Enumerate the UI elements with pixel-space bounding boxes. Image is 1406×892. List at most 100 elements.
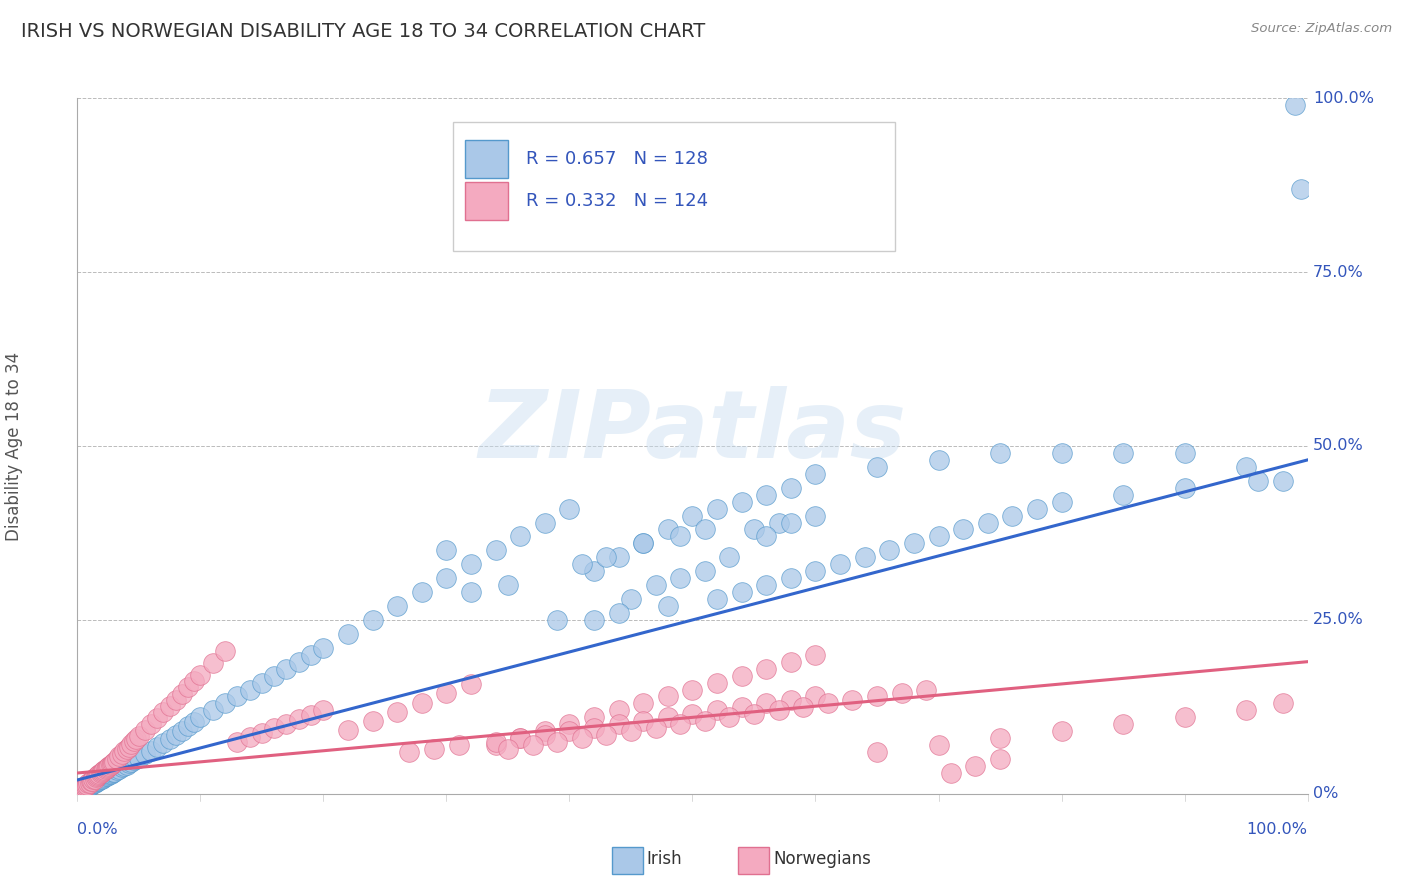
Point	[1050, 724, 1073, 739]
Text: Norwegians: Norwegians	[773, 850, 872, 868]
Point	[79, 779, 101, 793]
Point	[128, 729, 150, 743]
Point	[657, 690, 679, 704]
Point	[742, 706, 765, 721]
Point	[214, 697, 236, 711]
Point	[122, 734, 145, 748]
Point	[108, 762, 131, 776]
Text: 100.0%: 100.0%	[1247, 822, 1308, 838]
Point	[1112, 488, 1135, 502]
Point	[633, 714, 655, 728]
Point	[706, 703, 728, 717]
Point	[644, 721, 666, 735]
Point	[485, 735, 508, 749]
Point	[111, 760, 132, 774]
Point	[1174, 446, 1197, 460]
Point	[939, 766, 962, 780]
Point	[558, 724, 581, 739]
Point	[1234, 703, 1257, 717]
Point	[755, 697, 778, 711]
Point	[965, 759, 987, 773]
Point	[546, 735, 568, 749]
Point	[101, 756, 124, 770]
Point	[583, 564, 606, 578]
Point	[657, 599, 679, 613]
Point	[485, 543, 508, 558]
Point	[780, 693, 803, 707]
Point	[534, 516, 557, 530]
Point	[177, 719, 200, 733]
Text: 0.0%: 0.0%	[77, 822, 118, 838]
Point	[141, 717, 163, 731]
Point	[101, 766, 124, 780]
Point	[125, 731, 148, 746]
Point	[72, 782, 94, 797]
Point	[682, 508, 704, 523]
Point	[128, 750, 150, 764]
Point	[77, 776, 100, 790]
Point	[411, 696, 433, 710]
Point	[90, 765, 114, 780]
Bar	[465, 182, 508, 220]
Point	[496, 741, 519, 756]
Point	[706, 501, 728, 516]
Point	[70, 782, 93, 797]
Point	[583, 721, 606, 735]
Point	[879, 543, 901, 558]
Point	[250, 725, 273, 739]
Point	[780, 516, 803, 530]
Point	[768, 516, 790, 530]
Point	[105, 752, 128, 766]
Point	[731, 494, 754, 508]
Point	[103, 764, 125, 779]
Point	[1112, 446, 1135, 460]
Point	[423, 741, 446, 756]
Point	[159, 731, 181, 746]
Point	[70, 783, 93, 797]
Point	[121, 737, 143, 751]
Point	[583, 613, 606, 627]
Point	[534, 724, 557, 739]
Point	[731, 699, 754, 714]
Point	[1001, 508, 1024, 523]
Point	[755, 662, 778, 676]
Point	[718, 550, 741, 565]
Point	[134, 723, 156, 737]
Point	[100, 757, 122, 772]
Point	[583, 710, 606, 724]
Point	[657, 710, 679, 724]
Text: R = 0.332   N = 124: R = 0.332 N = 124	[526, 192, 709, 211]
Point	[1272, 474, 1295, 488]
Text: 75.0%: 75.0%	[1313, 265, 1364, 279]
Point	[485, 738, 508, 752]
Point	[633, 697, 655, 711]
Point	[226, 735, 249, 749]
Point	[620, 724, 643, 739]
Point	[928, 529, 950, 543]
Text: Source: ZipAtlas.com: Source: ZipAtlas.com	[1251, 22, 1392, 36]
Point	[558, 717, 581, 731]
Point	[792, 699, 814, 714]
Point	[1234, 459, 1257, 474]
Text: R = 0.657   N = 128: R = 0.657 N = 128	[526, 151, 709, 169]
Point	[633, 536, 655, 550]
Point	[952, 523, 974, 537]
Point	[853, 550, 876, 565]
Point	[93, 763, 115, 777]
Point	[239, 730, 262, 744]
Point	[96, 761, 118, 775]
Point	[82, 777, 104, 791]
Point	[146, 739, 169, 754]
Point	[447, 738, 470, 752]
Point	[165, 728, 187, 742]
Point	[90, 772, 114, 786]
Text: Disability Age 18 to 34: Disability Age 18 to 34	[6, 351, 22, 541]
Point	[1284, 98, 1306, 112]
Point	[226, 690, 249, 704]
Point	[86, 774, 108, 789]
Point	[546, 613, 568, 627]
Point	[98, 759, 121, 773]
Point	[70, 783, 93, 797]
Point	[460, 677, 482, 691]
Point	[97, 768, 120, 782]
